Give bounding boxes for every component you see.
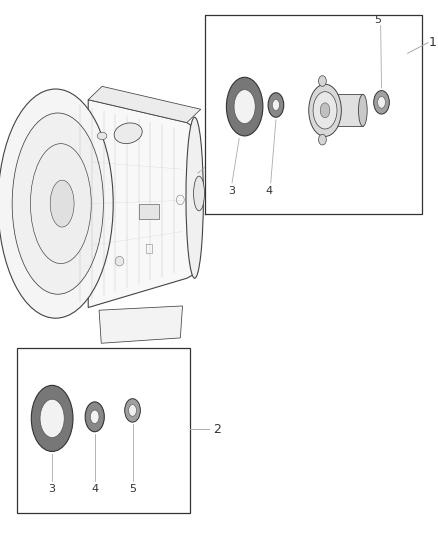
Ellipse shape — [313, 92, 337, 129]
Ellipse shape — [234, 90, 255, 124]
Ellipse shape — [374, 91, 389, 114]
Ellipse shape — [318, 134, 326, 145]
Ellipse shape — [40, 399, 64, 438]
Bar — [17, 348, 191, 513]
Polygon shape — [325, 94, 363, 126]
Text: 5: 5 — [374, 15, 381, 25]
Ellipse shape — [115, 256, 124, 266]
Ellipse shape — [97, 132, 107, 140]
Polygon shape — [88, 100, 194, 308]
Text: 2: 2 — [213, 423, 221, 435]
Text: 4: 4 — [265, 186, 272, 196]
Ellipse shape — [0, 89, 113, 318]
Polygon shape — [88, 86, 201, 123]
Ellipse shape — [194, 176, 205, 211]
Ellipse shape — [226, 77, 263, 136]
Text: 5: 5 — [129, 484, 136, 494]
Ellipse shape — [129, 405, 137, 416]
Ellipse shape — [272, 100, 279, 110]
Ellipse shape — [186, 117, 203, 278]
Ellipse shape — [114, 123, 142, 143]
Ellipse shape — [309, 84, 341, 136]
Ellipse shape — [320, 103, 330, 118]
Text: 3: 3 — [229, 186, 236, 196]
Ellipse shape — [31, 385, 73, 451]
Ellipse shape — [318, 76, 326, 86]
Ellipse shape — [268, 93, 284, 117]
Text: 3: 3 — [49, 484, 56, 494]
Text: 4: 4 — [91, 484, 98, 494]
Text: 1: 1 — [429, 36, 437, 49]
Ellipse shape — [50, 180, 74, 227]
Ellipse shape — [12, 113, 103, 294]
Ellipse shape — [358, 94, 367, 126]
Ellipse shape — [90, 410, 99, 424]
Ellipse shape — [378, 96, 385, 108]
Ellipse shape — [125, 399, 140, 422]
Bar — [139, 204, 159, 219]
Polygon shape — [99, 306, 183, 343]
Ellipse shape — [85, 402, 104, 432]
Ellipse shape — [30, 144, 91, 263]
